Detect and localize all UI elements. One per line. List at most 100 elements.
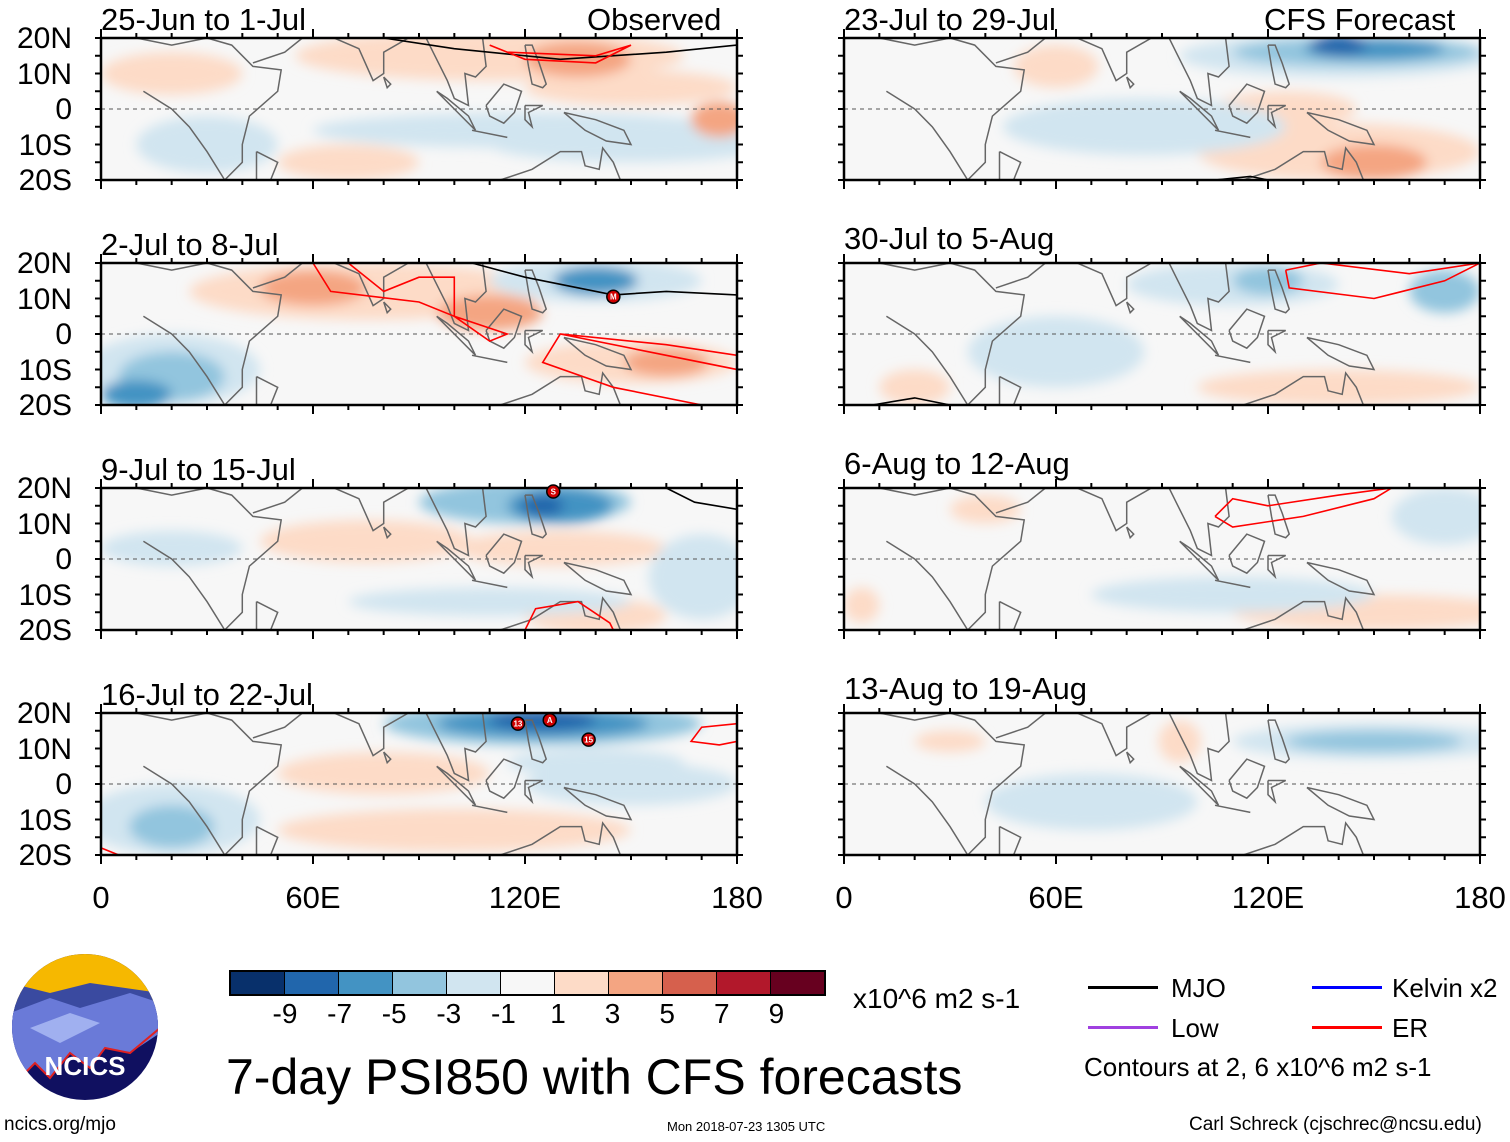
- storm-label: 13: [513, 720, 522, 729]
- colorbar-tick: 1: [550, 998, 566, 1029]
- coastline: [143, 765, 226, 855]
- er-contour: [524, 600, 615, 630]
- coastline: [995, 38, 1046, 64]
- coastline: [436, 540, 477, 581]
- coastline: [1306, 786, 1376, 821]
- panel-title: 16-Jul to 22-Jul: [101, 677, 313, 712]
- anomaly-region: [525, 41, 631, 78]
- coastline: [1243, 146, 1365, 180]
- colorbar-tick: 7: [714, 998, 730, 1029]
- lat-label: 0: [55, 318, 72, 351]
- colorbar-swatch: [717, 972, 771, 994]
- lat-label: 20S: [18, 389, 72, 422]
- storm-label: S: [551, 488, 557, 497]
- coastline: [1179, 90, 1220, 131]
- coastline: [1306, 111, 1376, 146]
- coastline: [879, 38, 1026, 180]
- coastline: [1306, 561, 1376, 596]
- lon-label: 120E: [1231, 880, 1305, 915]
- coastline: [382, 76, 392, 90]
- anomaly-region: [101, 530, 243, 567]
- coastline: [995, 488, 1046, 514]
- coastline: [333, 263, 409, 307]
- colorbar-swatch: [609, 972, 663, 994]
- coastline: [255, 600, 279, 630]
- coastline: [471, 129, 508, 139]
- anomaly-region: [101, 380, 172, 405]
- anomaly-region: [129, 805, 215, 848]
- coastline: [879, 263, 1026, 405]
- mjo-contour: [665, 488, 737, 511]
- anomaly-region: [507, 748, 684, 777]
- coastline: [1214, 804, 1251, 814]
- map-panel: M: [95, 254, 743, 414]
- coastline: [1076, 263, 1152, 307]
- map-panel: [838, 704, 1486, 864]
- coastline: [143, 540, 226, 630]
- lat-label: 0: [55, 93, 72, 126]
- coastline: [1214, 579, 1251, 589]
- anomaly-region: [967, 316, 1145, 388]
- coastline: [524, 554, 544, 580]
- anomaly-region: [914, 730, 986, 753]
- coastline: [563, 786, 633, 821]
- legend-er-line: [1312, 1026, 1382, 1029]
- storm-marker: S: [546, 484, 561, 499]
- coastline: [1179, 315, 1220, 356]
- coastline: [1267, 44, 1291, 89]
- coastline: [1267, 104, 1287, 130]
- anomaly-region: [1310, 38, 1367, 56]
- coastline: [1076, 713, 1152, 757]
- coastline: [886, 315, 969, 405]
- anomaly-region: [277, 752, 490, 795]
- er-contour: [312, 263, 510, 343]
- footer-url[interactable]: ncics.org/mjo: [4, 1114, 116, 1135]
- colorbar-tick: 9: [768, 998, 785, 1029]
- coastline: [485, 533, 523, 575]
- coastline: [1243, 596, 1365, 630]
- coastline: [1125, 76, 1135, 90]
- coastline: [1243, 371, 1365, 405]
- coastline: [1076, 38, 1152, 82]
- coastline: [1267, 779, 1287, 805]
- lon-label: 60E: [285, 880, 341, 915]
- lon-label: 60E: [1028, 880, 1084, 915]
- anomaly-region: [260, 270, 366, 306]
- coastline: [255, 150, 279, 180]
- panel-title: 6-Aug to 12-Aug: [844, 446, 1070, 481]
- er-contour: [1214, 488, 1393, 528]
- lat-label: 20S: [18, 614, 72, 647]
- coastline: [1228, 308, 1266, 350]
- colorbar-tick: 3: [604, 998, 621, 1029]
- coastline: [143, 90, 226, 180]
- anomaly-region: [1091, 576, 1374, 613]
- coastline: [500, 146, 622, 180]
- colorbar-tick: -1: [490, 998, 516, 1029]
- storm-label: 15: [584, 736, 593, 745]
- colorbar: [229, 970, 826, 996]
- lat-label: 20S: [18, 839, 72, 872]
- panel-title: 30-Jul to 5-Aug: [844, 221, 1055, 256]
- coastline: [252, 713, 303, 739]
- coastline: [425, 263, 487, 332]
- mjo-contour: [383, 38, 737, 61]
- coastline: [524, 104, 544, 130]
- coastline: [1179, 765, 1220, 806]
- lat-label: 20N: [16, 22, 72, 55]
- lon-label: 0: [835, 880, 853, 915]
- colorbar-tick: -5: [381, 998, 407, 1029]
- coastline: [1125, 751, 1135, 765]
- coastline: [1267, 329, 1287, 355]
- coastline: [425, 488, 487, 557]
- map-panel: [95, 29, 743, 189]
- lat-label: 20S: [18, 164, 72, 197]
- legend-low: Low: [1171, 1013, 1219, 1043]
- panel-title: 13-Aug to 19-Aug: [844, 671, 1088, 706]
- map-panel: S: [95, 479, 743, 639]
- anomaly-region: [489, 126, 737, 163]
- coastline: [1306, 336, 1376, 371]
- er-contour: [689, 722, 737, 746]
- legend-low-line: [1088, 1026, 1158, 1029]
- legend-er: ER: [1392, 1013, 1429, 1043]
- coastline: [333, 488, 409, 532]
